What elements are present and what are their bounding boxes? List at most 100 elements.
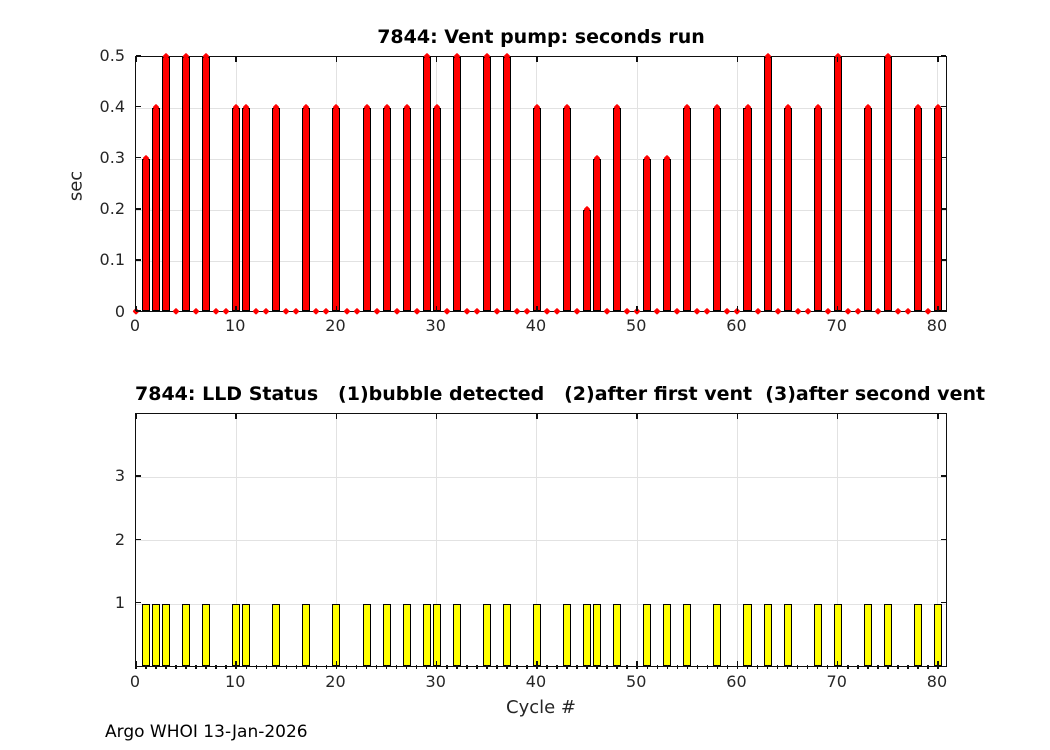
baseline-mark-cycle-80 [937,665,939,669]
baseline-mark-cycle-11 [245,665,248,669]
bar-cycle-80 [933,604,942,666]
y-tick-left [136,259,141,261]
bar-cycle-43 [563,108,572,311]
baseline-mark-cycle-29 [425,665,428,669]
value-marker-cycle-62 [754,307,761,315]
baseline-mark-cycle-9 [225,665,227,669]
baseline-mark-cycle-6 [195,665,197,669]
y-tick-right [941,475,946,477]
y-tick-right [941,538,946,540]
value-marker-cycle-9 [222,307,230,315]
y-tick-left [136,54,141,57]
baseline-mark-cycle-62 [756,665,759,669]
x-tick-label-10: 10 [225,672,246,691]
baseline-mark-cycle-47 [606,665,608,669]
x-tick-top [636,414,638,419]
baseline-mark-cycle-2 [155,665,157,669]
value-marker-cycle-19 [323,307,330,315]
bar-cycle-55 [683,108,692,311]
value-marker-cycle-12 [253,307,260,315]
h-gridline [136,260,946,262]
bar-cycle-70 [833,604,842,666]
baseline-mark-cycle-71 [847,665,849,669]
baseline-mark-cycle-18 [315,665,318,669]
baseline-mark-cycle-49 [626,665,628,669]
bar-cycle-17 [302,108,311,311]
baseline-mark-cycle-26 [395,665,398,669]
baseline-mark-cycle-21 [345,665,348,669]
baseline-mark-cycle-8 [215,665,217,669]
baseline-mark-cycle-60 [736,665,739,669]
baseline-mark-cycle-48 [616,665,618,669]
value-marker-cycle-18 [313,307,320,315]
bar-cycle-75 [883,604,892,666]
baseline-mark-cycle-33 [466,665,468,669]
bar-cycle-45 [583,604,592,666]
bar-cycle-65 [783,604,792,666]
v-gridline [335,414,337,666]
baseline-mark-cycle-51 [646,665,648,669]
x-tick-label-60: 60 [726,672,747,691]
y-tick-left [136,601,141,604]
x-tick-bottom [435,660,438,666]
baseline-mark-cycle-56 [696,665,699,669]
value-marker-cycle-69 [824,307,831,315]
value-marker-cycle-47 [603,307,611,315]
x-tick-label-70: 70 [826,316,847,335]
baseline-mark-cycle-53 [666,665,669,669]
bar-cycle-7 [202,57,211,311]
bar-cycle-53 [663,159,672,311]
bar-cycle-29 [422,604,431,666]
value-marker-cycle-13 [263,307,270,315]
x-tick-bottom [235,660,237,666]
value-marker-cycle-39 [523,307,531,315]
baseline-mark-cycle-78 [917,665,919,669]
bar-cycle-63 [763,604,772,666]
bar-cycle-29 [422,57,431,311]
bar-cycle-40 [532,604,541,666]
baseline-mark-cycle-43 [566,665,568,669]
x-tick-top [836,414,839,419]
value-marker-cycle-41 [543,307,551,315]
bar-cycle-3 [162,57,171,311]
y-tick-right [941,105,946,108]
bar-cycle-30 [432,108,441,311]
x-tick-bottom [536,660,538,666]
h-gridline [136,603,946,605]
y-tick-left [136,310,141,312]
bar-cycle-20 [332,604,341,666]
value-marker-cycle-42 [553,307,561,315]
x-tick-label-80: 80 [926,672,948,691]
x-tick-label-0: 0 [129,672,141,691]
value-marker-cycle-15 [283,307,290,315]
bar-cycle-68 [813,604,822,666]
x-tick-label-20: 20 [325,316,346,335]
baseline-mark-cycle-73 [867,665,869,669]
x-tick-top [937,414,939,419]
x-tick-bottom [335,305,338,311]
v-gridline [235,414,237,666]
bar-cycle-10 [232,108,241,311]
baseline-mark-cycle-74 [877,665,879,669]
bar-cycle-1 [142,604,151,666]
bar-cycle-51 [643,159,652,311]
x-tick-top [435,414,438,419]
baseline-mark-cycle-35 [486,665,488,669]
bar-cycle-75 [883,57,892,311]
y-tick-left [136,208,141,210]
v-gridline [536,414,538,666]
value-marker-cycle-8 [212,307,220,315]
baseline-mark-cycle-15 [285,665,288,669]
lld-status-chart-title: 7844: LLD Status (1)bubble detected (2)a… [135,383,986,405]
vent-pump-axes [132,52,947,315]
bar-cycle-73 [863,604,872,666]
x-tick-top [435,57,438,62]
v-gridline [636,414,638,666]
baseline-mark-cycle-46 [596,665,598,669]
baseline-mark-cycle-57 [706,665,709,669]
value-marker-cycle-6 [192,307,200,315]
baseline-mark-cycle-77 [907,665,909,669]
x-tick-top [937,57,939,62]
baseline-mark-cycle-58 [716,665,719,669]
baseline-mark-cycle-27 [405,665,408,669]
